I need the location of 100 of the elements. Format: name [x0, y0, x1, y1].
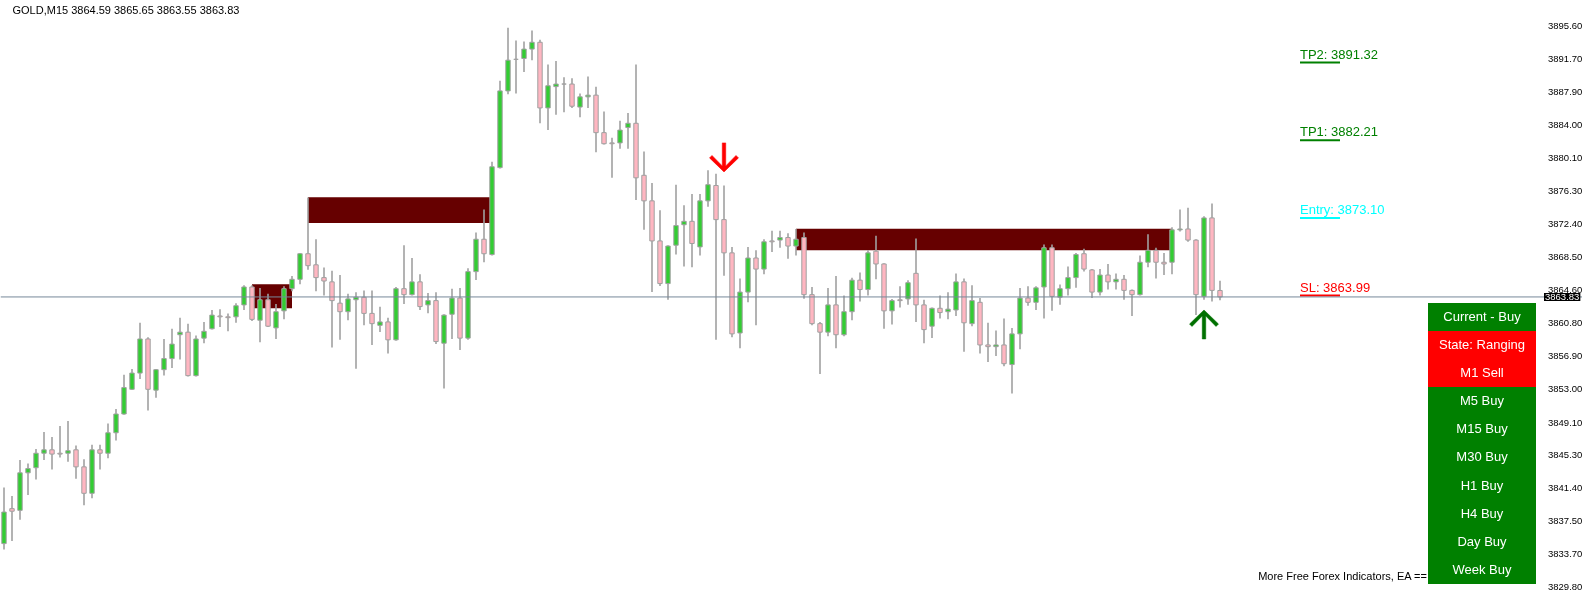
- candlestick: [449, 288, 455, 339]
- candlestick: [33, 449, 39, 480]
- candlestick: [689, 194, 695, 268]
- candlestick: [9, 495, 15, 541]
- candlestick: [281, 286, 287, 320]
- y-tick-label: 3868.50: [1548, 251, 1582, 263]
- candlestick: [905, 280, 911, 305]
- candlestick: [73, 445, 79, 479]
- candlestick: [1105, 264, 1111, 290]
- candlestick: [65, 420, 71, 462]
- candlestick: [545, 64, 551, 131]
- candlestick: [753, 250, 759, 326]
- candlestick: [1057, 284, 1063, 305]
- candlestick: [1113, 273, 1119, 290]
- chart-title: GOLD,M15 3864.59 3865.65 3863.55 3863.83: [12, 3, 240, 16]
- candlestick: [577, 93, 583, 118]
- candlestick: [305, 197, 311, 270]
- candlestick: [1073, 252, 1079, 288]
- candlestick: [889, 298, 895, 325]
- category-label: Week Buy: [1428, 555, 1536, 584]
- candlestick: [601, 111, 607, 145]
- y-tick-label: 3849.10: [1548, 416, 1582, 428]
- candlestick: [873, 235, 879, 280]
- candlestick: [1145, 234, 1151, 268]
- y-tick-label: 3833.70: [1548, 547, 1582, 559]
- candlestick: [217, 309, 223, 327]
- candlestick: [41, 431, 47, 460]
- candlestick: [25, 463, 31, 495]
- candlestick: [793, 229, 799, 256]
- candlestick: [1129, 289, 1135, 316]
- candlestick: [1089, 269, 1095, 299]
- candlestick: [425, 292, 431, 314]
- candlestick: [177, 317, 183, 360]
- candlestick: [617, 120, 623, 149]
- candlestick: [521, 41, 527, 73]
- y-tick-label: 3841.40: [1548, 482, 1582, 494]
- candlestick: [377, 306, 383, 333]
- candlestick: [113, 408, 119, 441]
- y-tick-label: 3872.40: [1548, 217, 1582, 229]
- y-tick-label: 3884.00: [1548, 118, 1582, 130]
- candlestick: [361, 290, 367, 326]
- y-tick-label: 3856.90: [1548, 350, 1582, 362]
- candlestick: [529, 30, 535, 61]
- candlestick: [897, 286, 903, 308]
- candlestick: [969, 285, 975, 327]
- category-label: State: Ranging: [1428, 331, 1536, 360]
- candlestick: [769, 230, 775, 252]
- candlestick: [49, 437, 55, 470]
- y-tick-label: 3880.10: [1548, 152, 1582, 164]
- candlestick: [937, 295, 943, 319]
- category-label: M30 Buy: [1428, 443, 1536, 472]
- y-tick-label: 3876.30: [1548, 184, 1582, 196]
- candlestick: [57, 426, 63, 458]
- candlestick: [993, 330, 999, 356]
- candlestick: [1001, 318, 1007, 367]
- candlestick: [321, 267, 327, 296]
- category-label: M5 Buy: [1428, 387, 1536, 416]
- candlestick: [105, 423, 111, 459]
- candlestick: [1177, 209, 1183, 232]
- candlestick: [777, 230, 783, 248]
- candlestick: [1185, 207, 1191, 242]
- y-tick-label: 3853.00: [1548, 383, 1582, 395]
- y-tick-label: 3845.30: [1548, 448, 1582, 460]
- series-label: TP1: 3882.21: [1300, 124, 1379, 140]
- candlestick: [785, 233, 791, 259]
- category-label: H4 Buy: [1428, 499, 1536, 528]
- series-label: TP2: 3891.32: [1300, 46, 1379, 62]
- candlestick: [817, 321, 823, 374]
- candlestick: [857, 272, 863, 302]
- annotation: More Free Forex Indicators, EA ==: [1258, 569, 1427, 582]
- y-tick-label: 3860.80: [1548, 316, 1582, 328]
- candlestick: [337, 275, 343, 340]
- candlestick: [1121, 275, 1127, 300]
- candlestick: [569, 78, 575, 108]
- candlestick: [345, 293, 351, 321]
- candlestick: [385, 317, 391, 354]
- candlestick: [553, 61, 559, 115]
- candlestick: [985, 322, 991, 362]
- candlestick: [257, 287, 263, 343]
- series-label: Entry: 3873.10: [1300, 201, 1385, 217]
- candlestick: [609, 137, 615, 178]
- candlestick: [409, 258, 415, 296]
- category-label: M1 Sell: [1428, 359, 1536, 388]
- candlestick: [705, 170, 711, 207]
- category-label: H1 Buy: [1428, 471, 1536, 500]
- candlestick: [585, 76, 591, 108]
- y-tick-label: 3829.80: [1548, 581, 1582, 590]
- candlestick: [225, 313, 231, 332]
- candlestick: [169, 328, 175, 368]
- candlestick: [97, 444, 103, 470]
- candlestick: [1153, 247, 1159, 279]
- candlestick: [625, 113, 631, 149]
- candlestick: [329, 270, 335, 348]
- candlestick: [945, 292, 951, 320]
- candlestick: [201, 321, 207, 344]
- candlestick: [161, 339, 167, 376]
- candlestick: [1025, 286, 1031, 306]
- category-label: Current - Buy: [1428, 303, 1536, 332]
- series-label: SL: 3863.99: [1300, 279, 1371, 295]
- y-tick-label: 3887.90: [1548, 85, 1582, 97]
